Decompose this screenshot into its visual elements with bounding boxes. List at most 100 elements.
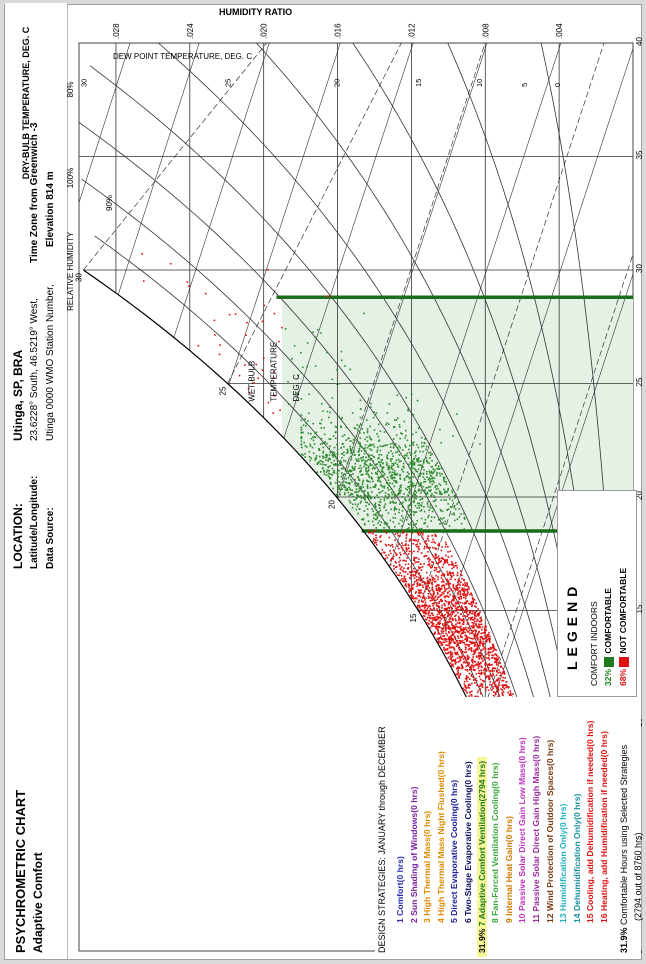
data-point [433, 625, 436, 628]
data-point [489, 670, 492, 672]
strategy-item[interactable]: 6 Two-Stage Evaporative Cooling(0 hrs) [463, 761, 473, 923]
data-point [460, 522, 463, 525]
data-point [426, 604, 428, 607]
strategy-item[interactable]: 31.9% 7 Adaptive Comfort Ventilation(279… [476, 756, 487, 957]
data-point [454, 588, 456, 591]
data-point [412, 467, 414, 470]
data-point [448, 645, 451, 648]
data-point [474, 682, 476, 684]
data-point [375, 518, 378, 521]
data-point [465, 582, 468, 584]
data-point [405, 550, 408, 553]
data-point [308, 456, 311, 458]
data-point [447, 508, 450, 510]
data-point [426, 621, 428, 624]
data-point [451, 619, 454, 621]
data-point [379, 430, 382, 432]
data-point [455, 673, 458, 676]
data-point [349, 445, 351, 448]
data-point [413, 581, 416, 583]
data-point [477, 644, 479, 647]
data-point [431, 460, 433, 462]
data-point [502, 676, 504, 679]
rh-100-label: 100% [66, 168, 75, 188]
data-point [485, 670, 488, 672]
data-point [433, 477, 436, 480]
data-point [340, 472, 343, 474]
data-point [429, 457, 431, 459]
data-point [390, 467, 393, 470]
strategy-item[interactable]: 16 Heating, add Humidification if needed… [599, 731, 609, 923]
strategy-item[interactable]: 2 Sun Shading of Windows(0 hrs) [409, 787, 419, 923]
data-point [329, 465, 331, 467]
data-point [454, 638, 457, 640]
data-point [427, 501, 429, 503]
data-point [487, 689, 490, 692]
data-point [204, 292, 207, 295]
data-point [455, 610, 457, 612]
strategy-item[interactable]: 3 High Thermal Mass(0 hrs) [422, 811, 432, 923]
data-point [360, 450, 363, 452]
data-point [449, 583, 451, 585]
data-point [420, 465, 423, 467]
data-point [309, 445, 312, 448]
data-point [454, 605, 457, 608]
strategy-item[interactable]: 15 Cooling, add Dehumidification if need… [585, 721, 595, 923]
strategy-item[interactable]: 1 Comfort(0 hrs) [395, 856, 405, 923]
strategy-item[interactable]: 14 Dehumidification Only(0 hrs) [572, 794, 582, 923]
strategy-item[interactable]: 11 Passive Solar Direct Gain High Mass(0… [531, 736, 541, 923]
data-point [446, 561, 449, 564]
data-point [465, 607, 468, 610]
data-point [261, 320, 264, 323]
data-point [407, 408, 409, 411]
data-point [402, 549, 404, 552]
data-point [349, 440, 352, 442]
data-point [407, 544, 410, 547]
data-point [459, 622, 461, 624]
data-point [477, 652, 480, 654]
data-point [403, 420, 406, 423]
data-point [314, 457, 317, 459]
data-point [378, 510, 380, 513]
data-point [398, 487, 401, 490]
data-point [406, 474, 409, 477]
data-point [464, 668, 467, 671]
data-point [462, 658, 465, 660]
data-point [463, 512, 465, 515]
data-point [468, 672, 471, 675]
data-point [462, 650, 464, 653]
data-point [450, 639, 453, 642]
data-point [354, 503, 357, 506]
data-point [443, 635, 445, 638]
data-point [447, 503, 449, 505]
data-point [453, 611, 455, 613]
data-point [333, 459, 335, 462]
strategy-item[interactable]: 5 Direct Evaporative Cooling(0 hrs) [449, 780, 459, 923]
data-point [410, 585, 413, 588]
data-point [432, 590, 435, 593]
data-point [456, 622, 459, 624]
data-point [488, 663, 491, 665]
data-point [430, 617, 432, 620]
data-point [453, 519, 456, 522]
data-point [418, 548, 421, 551]
data-point [437, 588, 440, 590]
data-point [420, 532, 423, 534]
data-point [449, 578, 452, 581]
strategy-item[interactable]: 8 Fan-Forced Ventilation Cooling(0 hrs) [490, 763, 500, 923]
strategy-item[interactable]: 10 Passive Solar Direct Gain Low Mass(0 … [517, 737, 527, 923]
data-point [410, 522, 412, 524]
strategy-item[interactable]: 9 Internal Heat Gain(0 hrs) [504, 816, 514, 923]
data-point [379, 509, 382, 512]
strategy-item[interactable]: 12 Wind Protection of Outdoor Spaces(0 h… [545, 740, 555, 923]
data-point [433, 481, 435, 484]
data-point [409, 485, 411, 488]
strategy-item[interactable]: 13 Humidification Only(0 hrs) [558, 804, 568, 923]
strategy-item[interactable]: 4 High Thermal Mass Night Flushed(0 hrs) [436, 751, 446, 923]
data-point [475, 656, 478, 658]
data-point [459, 584, 461, 586]
data-point [457, 647, 460, 649]
data-point [332, 456, 335, 458]
data-point [471, 618, 474, 621]
data-point [371, 478, 374, 480]
